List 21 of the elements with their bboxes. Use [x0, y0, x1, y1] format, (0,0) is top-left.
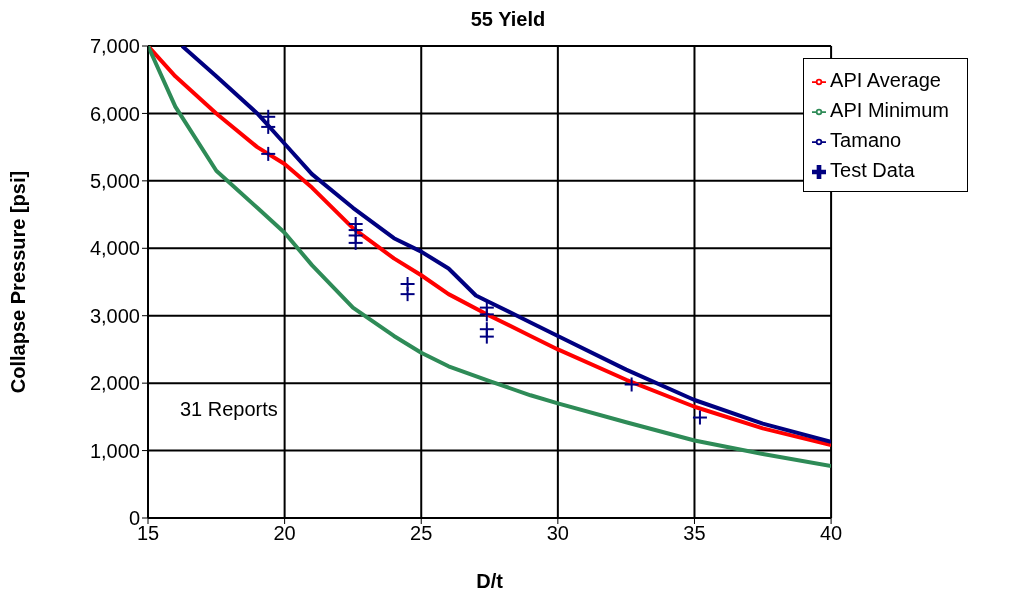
y-axis-title: Collapse Pressure [psi] — [7, 170, 30, 394]
x-tick-label: 40 — [819, 522, 843, 545]
y-tick-label: 0 — [128, 507, 140, 530]
chart-title: 55 Yield — [470, 8, 546, 30]
y-tick-label: 5,000 — [89, 169, 140, 192]
y-tick-label: 7,000 — [89, 35, 140, 58]
x-tick-label: 30 — [546, 522, 569, 545]
x-tick-label: 25 — [410, 522, 433, 545]
x-tick-label: 20 — [273, 522, 296, 545]
y-tick-label: 2,000 — [89, 372, 140, 395]
legend-label: Test Data — [830, 159, 915, 181]
y-tick-label: 1,000 — [89, 439, 140, 462]
y-tick-label: 4,000 — [89, 237, 140, 260]
legend-label: API Minimum — [830, 99, 949, 121]
x-axis-title: D/t — [476, 570, 504, 592]
x-tick-label: 35 — [683, 522, 706, 545]
annotation: 31 Reports — [180, 398, 278, 421]
y-tick-label: 6,000 — [89, 102, 140, 125]
legend-label: Tamano — [830, 129, 902, 151]
legend-label: API Average — [830, 69, 941, 91]
y-tick-label: 3,000 — [89, 304, 140, 327]
